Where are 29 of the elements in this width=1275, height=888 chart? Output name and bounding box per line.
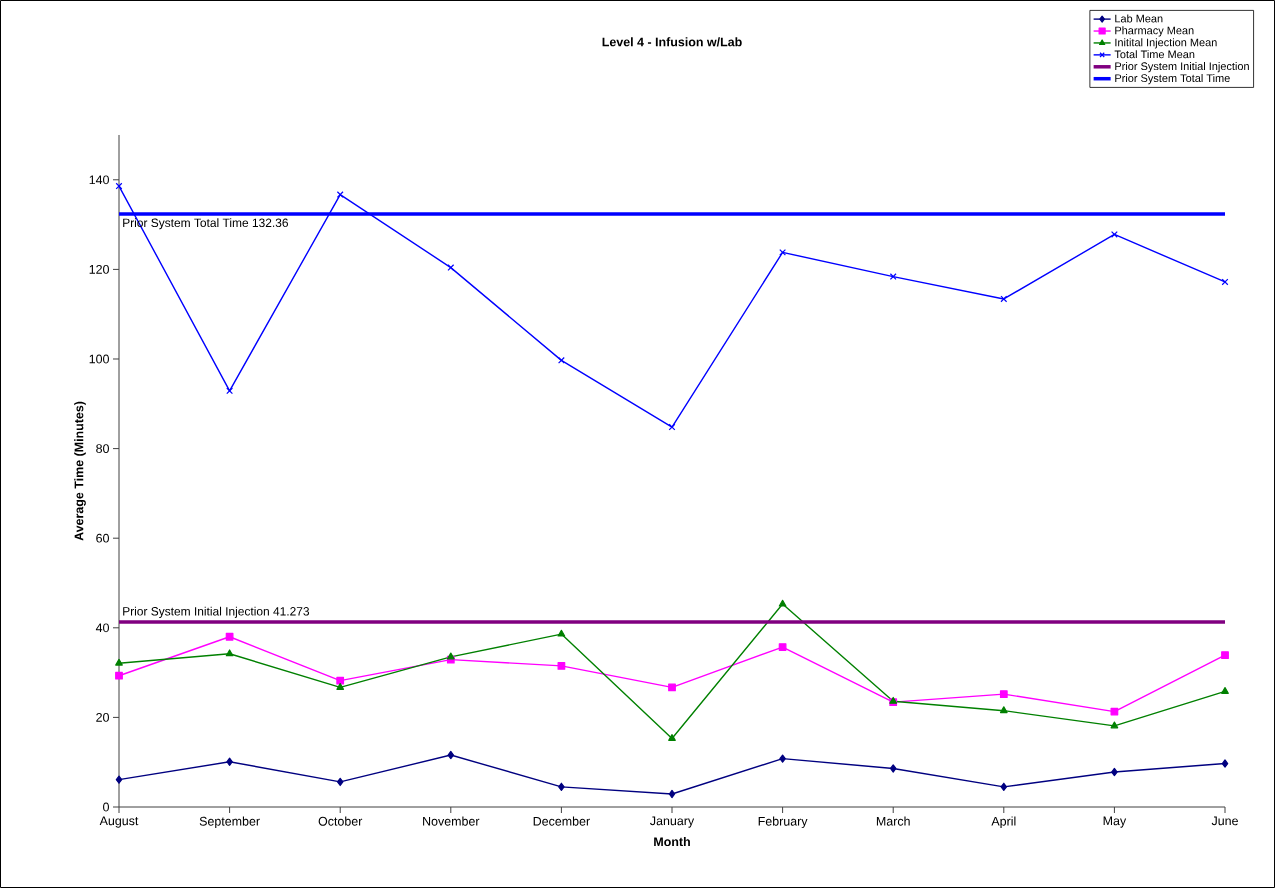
legend-label: Prior System Total Time	[1115, 73, 1230, 85]
legend-label: Prior System Initial Injection	[1115, 62, 1249, 73]
x-tick-label: June	[1211, 816, 1238, 826]
x-tick-label: December	[533, 816, 590, 826]
legend-label: Total Time Mean	[1114, 50, 1195, 59]
x-tick-label: November	[423, 816, 480, 826]
y-tick-label: 0	[103, 802, 109, 812]
y-tick-label: 60	[96, 533, 109, 543]
x-tick-label: January	[650, 816, 695, 828]
x-tick-label: October	[318, 816, 363, 826]
x-tick-label: February	[758, 816, 808, 829]
x-tick-label: March	[876, 816, 910, 826]
x-tick-label: September	[199, 816, 260, 829]
legend-label: Initital Injection Mean	[1115, 38, 1217, 49]
y-tick-label: 20	[96, 713, 109, 722]
x-tick-label: May	[1103, 816, 1127, 828]
y-tick-label: 120	[89, 264, 109, 274]
y-tick-label: 80	[96, 444, 109, 454]
y-axis-title: Average Time (Minutes)	[74, 401, 86, 541]
x-tick-label: August	[99, 816, 139, 828]
annotation: Prior System Initial Injection 41.273	[123, 606, 310, 618]
legend-label: Lab Mean	[1115, 14, 1163, 23]
x-axis-title: Month	[654, 836, 690, 847]
x-tick-label: April	[991, 816, 1016, 829]
y-tick-label: 140	[89, 175, 109, 185]
legend-label: Pharmacy Mean	[1115, 26, 1194, 37]
y-tick-label: 40	[95, 623, 109, 633]
chart-title: Level 4 - Infusion w/Lab	[602, 37, 742, 47]
y-tick-label: 100	[89, 354, 109, 364]
